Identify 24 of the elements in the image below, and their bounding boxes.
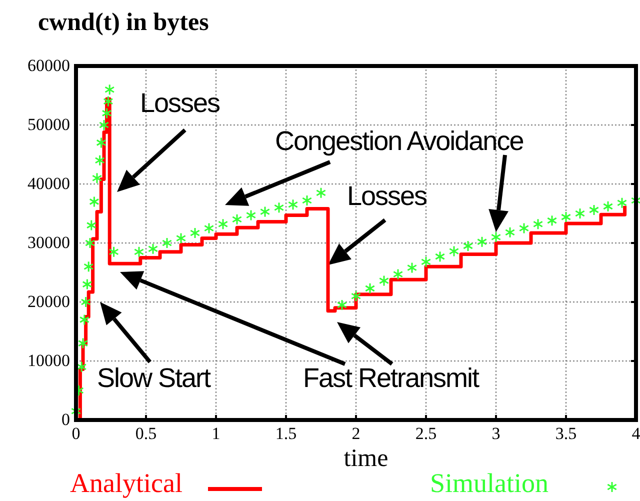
annotation: Slow Start bbox=[97, 363, 212, 393]
x-tick-label: 4 bbox=[632, 424, 640, 443]
x-tick-label: 2 bbox=[352, 424, 360, 443]
x-tick-label: 3 bbox=[492, 424, 500, 443]
legend-label: Simulation bbox=[430, 468, 550, 498]
annotation: Losses bbox=[347, 181, 428, 211]
y-tick-label: 30000 bbox=[28, 233, 70, 252]
y-tick-label: 10000 bbox=[28, 351, 70, 370]
y-tick-label: 20000 bbox=[28, 292, 70, 311]
x-tick-label: 1 bbox=[212, 424, 220, 443]
y-tick-label: 50000 bbox=[28, 115, 70, 134]
x-tick-label: 3.5 bbox=[555, 424, 577, 443]
y-axis-title: cwnd(t) in bytes bbox=[38, 9, 210, 36]
y-tick-label: 40000 bbox=[28, 174, 70, 193]
annotation: Losses bbox=[140, 88, 220, 118]
y-tick-label: 60000 bbox=[28, 56, 70, 75]
x-tick-label: 1.5 bbox=[275, 424, 297, 443]
x-tick-label: 2.5 bbox=[415, 424, 437, 443]
x-tick-label: 0.5 bbox=[135, 424, 157, 443]
annotation: Fast Retransmit bbox=[303, 363, 480, 393]
x-axis-title: time bbox=[344, 445, 388, 472]
y-tick-label: 0 bbox=[62, 410, 70, 429]
legend-label: Analytical bbox=[70, 468, 182, 498]
annotation: Congestion Avoidance bbox=[275, 126, 524, 156]
